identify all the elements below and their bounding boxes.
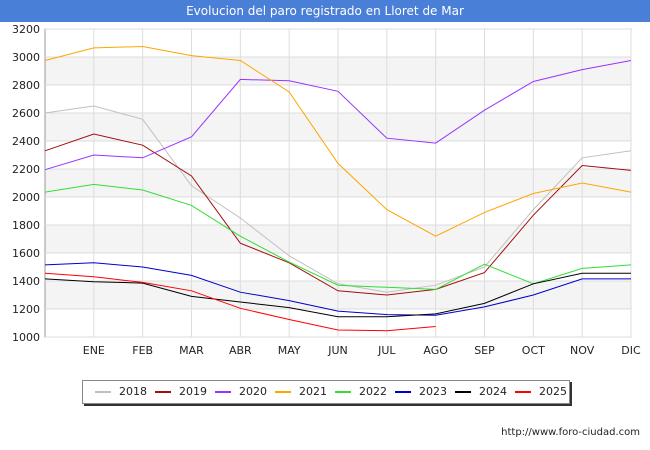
- legend-label: 2018: [119, 385, 147, 398]
- series-line-2018: [44, 105, 632, 293]
- x-tick-label: FEB: [132, 344, 153, 357]
- y-tick-label: 1400: [12, 275, 40, 288]
- series-line-2020: [44, 60, 632, 171]
- legend-label: 2022: [359, 385, 387, 398]
- y-tick-label: 2800: [12, 79, 40, 92]
- y-tick-label: 2600: [12, 107, 40, 120]
- legend-swatch: [335, 391, 351, 393]
- legend-swatch: [155, 391, 171, 393]
- x-tick-label: ABR: [229, 344, 252, 357]
- x-tick-label: ENE: [83, 344, 105, 357]
- y-tick-label: 1800: [12, 219, 40, 232]
- y-tick-label: 3000: [12, 51, 40, 64]
- y-tick-label: 1000: [12, 331, 40, 344]
- x-tick-label: MAY: [278, 344, 301, 357]
- legend-label: 2021: [299, 385, 327, 398]
- x-tick-label: SEP: [474, 344, 495, 357]
- legend-label: 2020: [239, 385, 267, 398]
- y-tick-label: 1200: [12, 303, 40, 316]
- x-tick-label: AGO: [423, 344, 448, 357]
- source-footer: http://www.foro-ciudad.com: [501, 427, 640, 438]
- x-tick-label: JUL: [377, 344, 396, 357]
- series-line-2024: [44, 272, 631, 318]
- x-tick-label: JUN: [327, 344, 348, 357]
- legend-swatch: [95, 391, 111, 393]
- legend-swatch: [395, 391, 411, 393]
- x-axis-ticks: ENE FEB MAR ABR MAY JUN JUL AGO SEP OCT NOV DIC: [83, 344, 641, 357]
- y-tick-label: 1600: [12, 247, 40, 260]
- legend: 2018 2019 2020 2021 2022 2023 2024 2025: [82, 380, 570, 404]
- x-tick-label: DIC: [621, 344, 641, 357]
- y-tick-label: 2000: [12, 191, 40, 204]
- legend-label: 2024: [479, 385, 507, 398]
- y-tick-label: 2200: [12, 163, 40, 176]
- y-tick-label: 2400: [12, 135, 40, 148]
- legend-swatch: [515, 391, 531, 393]
- series-line-2025: [44, 272, 436, 332]
- legend-label: 2025: [539, 385, 567, 398]
- x-tick-label: OCT: [522, 344, 545, 357]
- series-line-2021: [44, 45, 632, 237]
- legend-label: 2019: [179, 385, 207, 398]
- legend-swatch: [455, 391, 471, 393]
- legend-swatch: [275, 391, 291, 393]
- y-tick-label: 3200: [12, 23, 40, 36]
- x-tick-label: NOV: [570, 344, 595, 357]
- y-axis-ticks: 1000 1200 1400 1600 1800 2000 2200 2400 2600 2800…: [12, 23, 40, 344]
- chart-title: Evolucion del paro registrado en Lloret …: [0, 0, 650, 22]
- legend-swatch: [215, 391, 231, 393]
- x-tick-label: MAR: [179, 344, 204, 357]
- series-line-2019: [44, 133, 632, 296]
- series-line-2023: [44, 262, 631, 316]
- series-lines: [44, 45, 632, 332]
- legend-label: 2023: [419, 385, 447, 398]
